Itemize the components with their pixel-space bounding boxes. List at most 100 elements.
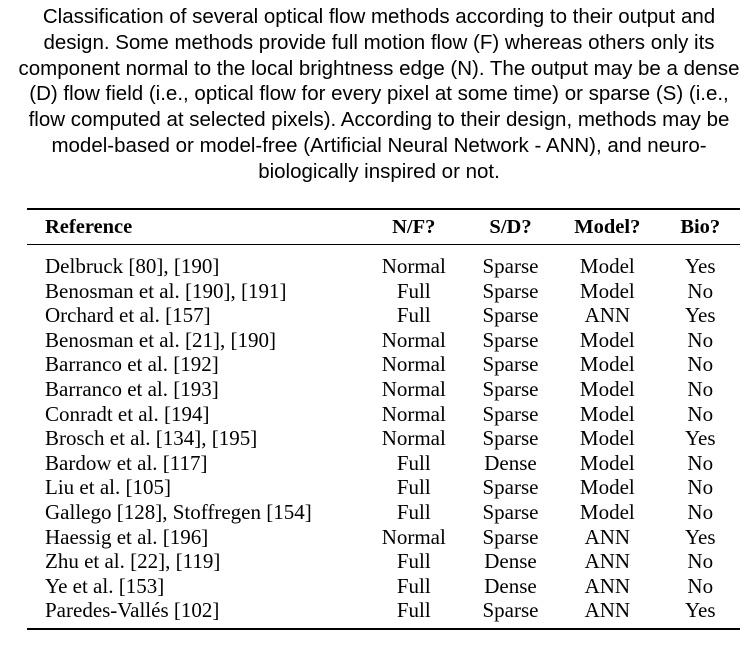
cell-bio: Yes [684, 254, 716, 278]
cell-reference: Conradt et al. [194] [45, 401, 210, 426]
cell-nf: Full [396, 450, 431, 475]
cell-sd: Sparse [482, 426, 539, 451]
table-header: Reference N/F? S/D? Model? Bio? [27, 210, 740, 254]
cell-nf: Full [396, 573, 431, 598]
table-caption: Classification of several optical flow m… [18, 5, 740, 183]
cell-reference: Gallego [128], Stoffregen [154] [45, 499, 312, 524]
header-bio: Bio? [680, 215, 721, 238]
cell-bio: Yes [684, 524, 716, 549]
cell-reference: Benosman et al. [190], [191] [45, 278, 287, 303]
cell-model: Model [579, 352, 635, 377]
header-spacer [27, 244, 740, 254]
cell-sd: Dense [484, 573, 537, 598]
bottom-rule [27, 628, 740, 630]
cell-nf: Full [396, 499, 431, 524]
cell-model: Model [579, 327, 635, 352]
table-row: Delbruck [80], [190] Normal Sparse Model Yes [27, 254, 740, 279]
cell-nf: Normal [381, 401, 446, 426]
cell-model: Model [579, 401, 635, 426]
cell-model: Model [579, 254, 635, 278]
cell-model: ANN [584, 549, 631, 574]
cell-reference: Haessig et al. [196] [45, 524, 209, 549]
header-reference: Reference [45, 215, 133, 238]
table-row: Orchard et al. [157] Full Sparse ANN Yes [27, 303, 740, 328]
cell-bio: No [687, 549, 714, 574]
table-row: Barranco et al. [193] Normal Sparse Model No [27, 377, 740, 402]
cell-sd: Sparse [482, 598, 539, 623]
cell-bio: No [687, 573, 714, 598]
cell-model: ANN [584, 573, 631, 598]
cell-sd: Sparse [482, 524, 539, 549]
cell-nf: Full [396, 475, 431, 500]
table-row: Zhu et al. [22], [119] Full Dense ANN No [27, 549, 740, 574]
cell-bio: No [687, 278, 714, 303]
cell-model: ANN [584, 598, 631, 623]
cell-bio: No [687, 450, 714, 475]
header-nf: N/F? [392, 215, 436, 238]
cell-reference: Bardow et al. [117] [45, 450, 208, 475]
cell-model: Model [579, 450, 635, 475]
cell-nf: Full [396, 549, 431, 574]
table-row: Paredes-Vallés [102] Full Sparse ANN Yes [27, 598, 740, 623]
table-row: Ye et al. [153] Full Dense ANN No [27, 574, 740, 599]
cell-nf: Full [396, 303, 431, 328]
header-sd: S/D? [489, 215, 532, 238]
cell-model: Model [579, 278, 635, 303]
cell-bio: No [687, 401, 714, 426]
cell-reference: Liu et al. [105] [45, 475, 171, 500]
cell-model: Model [579, 499, 635, 524]
cell-sd: Sparse [482, 376, 539, 401]
cell-model: ANN [584, 303, 631, 328]
table-row: Conradt et al. [194] Normal Sparse Model No [27, 402, 740, 427]
cell-reference: Orchard et al. [157] [45, 303, 211, 328]
table-row: Brosch et al. [134], [195] Normal Sparse Mo… [27, 426, 740, 451]
table-body: Delbruck [80], [190] Normal Sparse Model Yes… [27, 254, 740, 623]
table-row: Haessig et al. [196] Normal Sparse ANN Yes [27, 525, 740, 550]
cell-nf: Full [396, 598, 431, 623]
cell-model: Model [579, 475, 635, 500]
cell-nf: Normal [381, 327, 446, 352]
table-row: Barranco et al. [192] Normal Sparse Model No [27, 352, 740, 377]
cell-bio: No [687, 327, 714, 352]
cell-reference: Barranco et al. [193] [45, 376, 219, 401]
cell-bio: No [687, 475, 714, 500]
cell-model: ANN [584, 524, 631, 549]
header-rule [27, 244, 740, 245]
cell-sd: Sparse [482, 401, 539, 426]
cell-nf: Normal [381, 524, 446, 549]
cell-sd: Sparse [482, 254, 539, 278]
header-model: Model? [574, 215, 641, 238]
cell-reference: Brosch et al. [134], [195] [45, 426, 258, 451]
cell-nf: Normal [381, 426, 446, 451]
cell-model: Model [579, 376, 635, 401]
cell-bio: No [687, 376, 714, 401]
cell-sd: Sparse [482, 327, 539, 352]
cell-sd: Sparse [482, 475, 539, 500]
cell-nf: Normal [381, 376, 446, 401]
cell-sd: Sparse [482, 303, 539, 328]
cell-nf: Full [396, 278, 431, 303]
cell-sd: Sparse [482, 499, 539, 524]
cell-reference: Ye et al. [153] [45, 573, 165, 598]
cell-bio: No [687, 352, 714, 377]
cell-sd: Sparse [482, 352, 539, 377]
table-row: Liu et al. [105] Full Sparse Model No [27, 475, 740, 500]
header-row: Reference N/F? S/D? Model? Bio? [27, 210, 740, 244]
cell-nf: Normal [381, 352, 446, 377]
cell-sd: Dense [484, 450, 537, 475]
cell-reference: Delbruck [80], [190] [45, 254, 220, 278]
table-row: Gallego [128], Stoffregen [154] Full Spars… [27, 500, 740, 525]
cell-bio: No [687, 499, 714, 524]
cell-sd: Dense [484, 549, 537, 574]
cell-reference: Barranco et al. [192] [45, 352, 219, 377]
table-row: Benosman et al. [190], [191] Full Sparse Mo… [27, 279, 740, 304]
cell-model: Model [579, 426, 635, 451]
cell-reference: Benosman et al. [21], [190] [45, 327, 276, 352]
top-rule [27, 208, 740, 210]
cell-bio: Yes [684, 426, 716, 451]
cell-sd: Sparse [482, 278, 539, 303]
cell-bio: Yes [684, 303, 716, 328]
cell-reference: Paredes-Vallés [102] [45, 598, 220, 623]
table-row: Benosman et al. [21], [190] Normal Sparse M… [27, 328, 740, 353]
cell-nf: Normal [381, 254, 446, 278]
